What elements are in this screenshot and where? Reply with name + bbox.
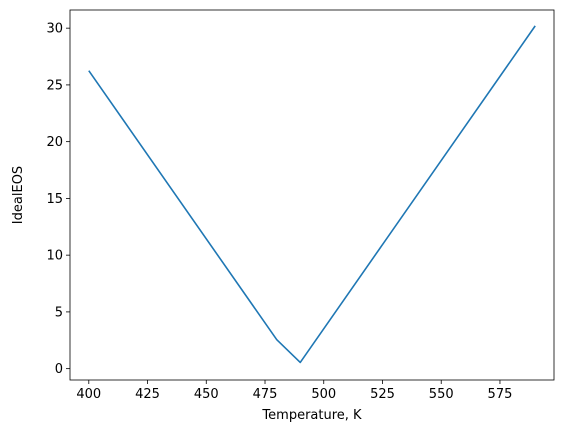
x-tick-label: 425 <box>135 387 160 402</box>
y-tick-label: 0 <box>55 362 63 377</box>
x-tick-label: 475 <box>253 387 278 402</box>
y-tick-label: 15 <box>46 192 63 207</box>
y-axis-label: IdealEOS <box>11 166 26 224</box>
x-tick-label: 450 <box>194 387 219 402</box>
y-tick-label: 20 <box>46 135 63 150</box>
y-tick-label: 30 <box>46 22 63 37</box>
plot-frame <box>69 9 555 381</box>
x-axis-label: Temperature, K <box>261 408 362 423</box>
x-axis: 400 425 450 475 500 525 550 575 <box>76 380 512 402</box>
x-tick-label: 550 <box>429 387 454 402</box>
x-tick-label: 525 <box>370 387 395 402</box>
plot-content <box>88 25 536 364</box>
y-axis: 0 5 10 15 20 25 30 <box>46 22 70 377</box>
x-tick-label: 575 <box>488 387 513 402</box>
x-tick-label: 400 <box>76 387 101 402</box>
y-tick-label: 25 <box>46 78 63 93</box>
x-tick-label: 500 <box>311 387 336 402</box>
y-tick-label: 5 <box>55 305 63 320</box>
series-line <box>88 25 536 364</box>
y-tick-label: 10 <box>46 249 63 264</box>
